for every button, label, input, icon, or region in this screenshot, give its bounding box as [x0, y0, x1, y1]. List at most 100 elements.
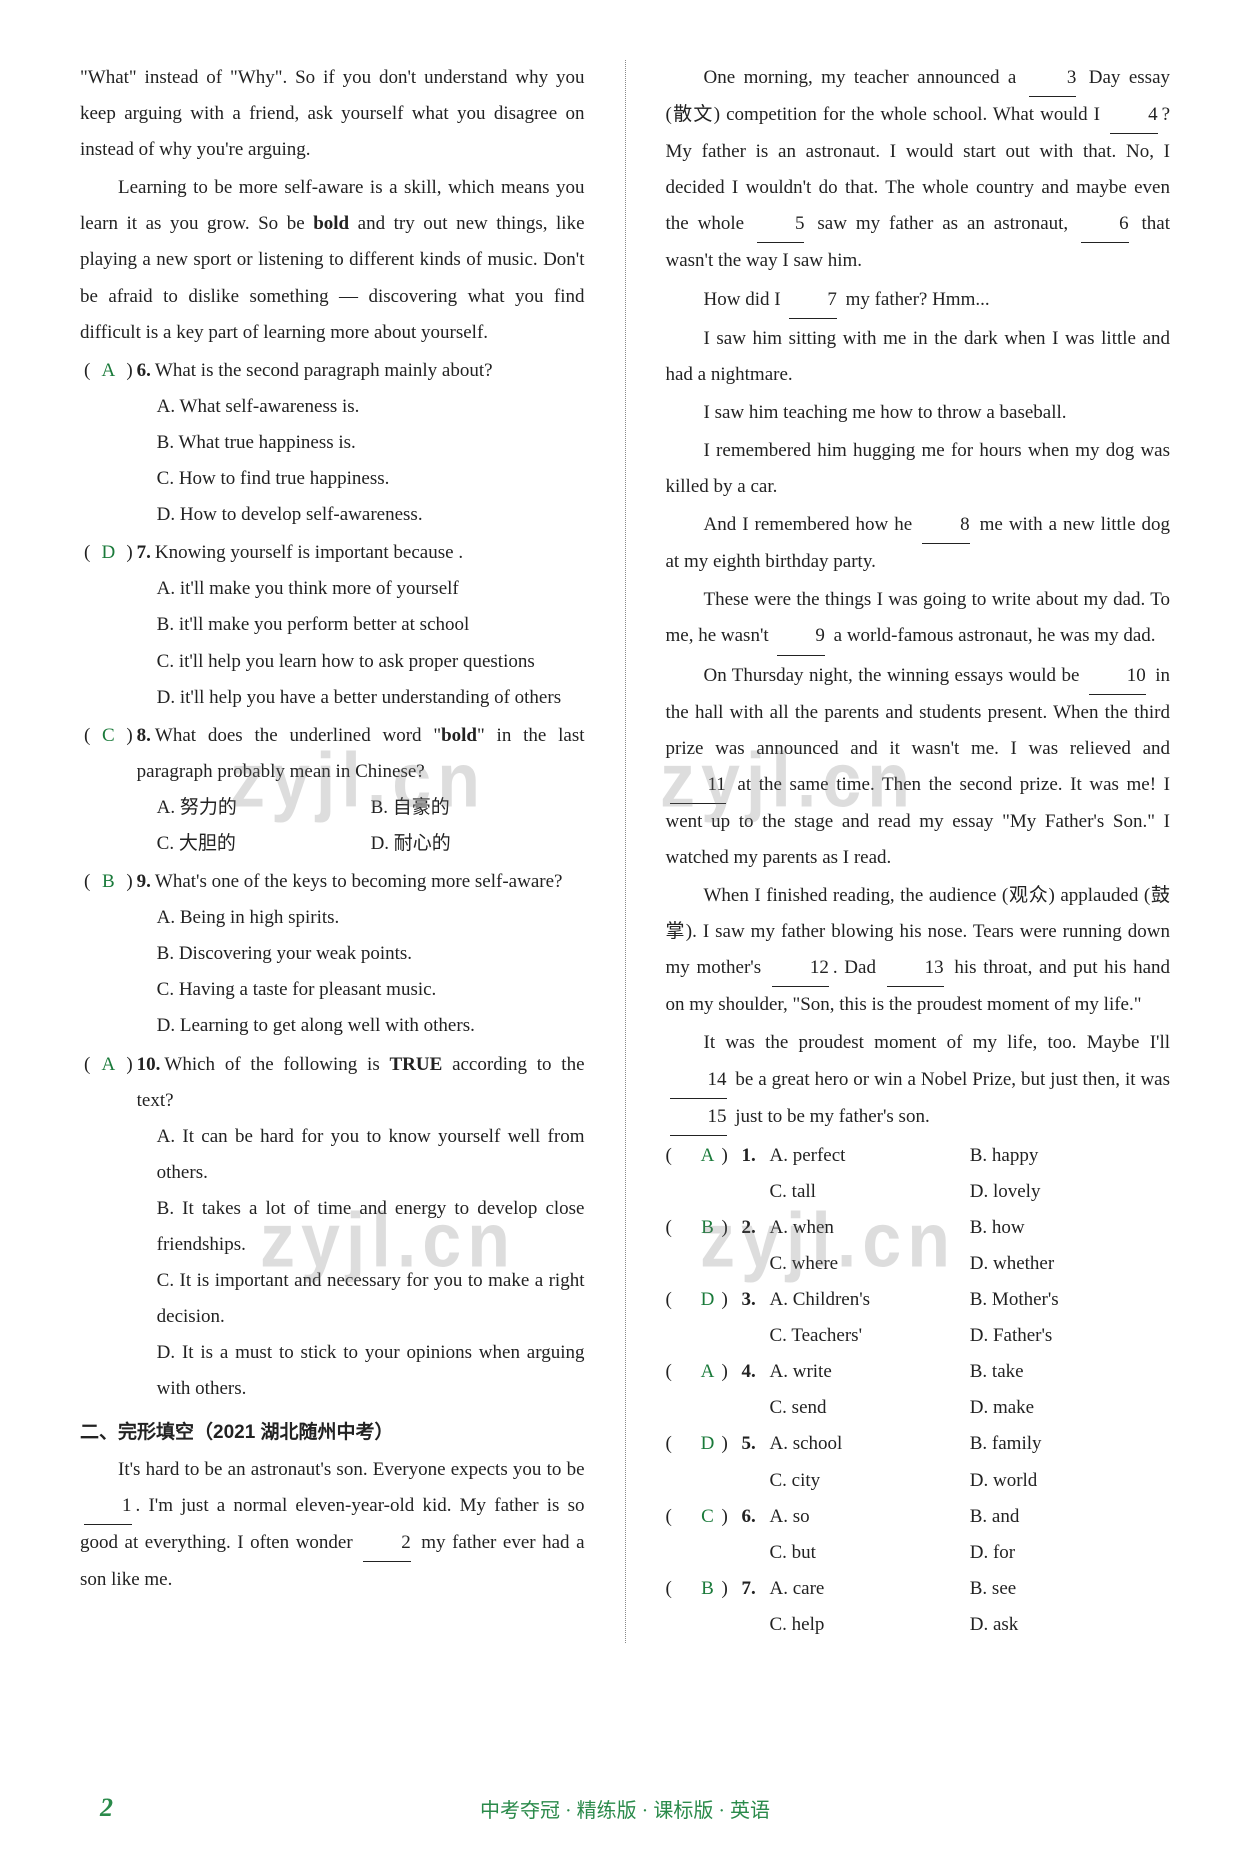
r-p1d: saw my father as an astronaut, [808, 213, 1077, 234]
page-footer: 中考夺冠 · 精练版 · 课标版 · 英语 [0, 1794, 1250, 1823]
paren-right: ) [722, 1210, 742, 1246]
paren-left: ( [666, 1282, 694, 1318]
cloze-2-D: D. whether [970, 1246, 1170, 1282]
blank-4: 4 [1110, 97, 1158, 134]
q10-C: C. It is important and necessary for you… [157, 1263, 585, 1335]
cloze-option-row-1: (A)1.A. perfectB. happy [666, 1138, 1171, 1174]
p2-bold: bold [313, 213, 349, 234]
cloze-1-A: A. perfect [770, 1138, 970, 1174]
q6-num: 6. [137, 360, 151, 381]
blank-1: 1 [84, 1488, 132, 1525]
cloze-option-row-3-cd: C. Teachers'D. Father's [666, 1318, 1171, 1354]
q8-D: D. 耐心的 [371, 826, 585, 862]
cloze-7-num: 7. [742, 1571, 770, 1607]
cloze-option-row-7-cd: C. helpD. ask [666, 1607, 1171, 1643]
blank-8: 8 [922, 507, 970, 544]
paren-left: ( [666, 1426, 694, 1462]
cloze-3-B: B. Mother's [970, 1282, 1170, 1318]
paren-right: ) [722, 1499, 742, 1535]
q7-B: B. it'll make you perform better at scho… [157, 607, 585, 643]
cloze-option-row-7: (B)7.A. careB. see [666, 1571, 1171, 1607]
q7-stem-b: . [458, 542, 463, 563]
blank-15: 15 [670, 1099, 727, 1136]
blank-14: 14 [670, 1062, 727, 1099]
cloze-6-num: 6. [742, 1499, 770, 1535]
cloze-2-num: 2. [742, 1210, 770, 1246]
cloze-3-C: C. Teachers' [770, 1318, 970, 1354]
q10-answer: A [94, 1047, 122, 1408]
r-p9b: . Dad [833, 957, 883, 978]
question-8: ( C ) 8.What does the underlined word "b… [80, 718, 585, 862]
q9-num: 9. [137, 871, 151, 892]
cloze-4-num: 4. [742, 1354, 770, 1390]
cloze-4-B: B. take [970, 1354, 1170, 1390]
cloze-option-row-6-cd: C. butD. for [666, 1535, 1171, 1571]
q7-stem-a: Knowing yourself is important because [155, 542, 458, 563]
cloze-option-row-4: (A)4.A. writeB. take [666, 1354, 1171, 1390]
reading-passage-continued: "What" instead of "Why". So if you don't… [80, 60, 585, 351]
q10-num: 10. [137, 1054, 161, 1075]
paren-left: ( [80, 353, 94, 533]
q7-A: A. it'll make you think more of yourself [157, 571, 585, 607]
r-p10a: It was the proudest moment of my life, t… [704, 1032, 1171, 1053]
q9-D: D. Learning to get along well with other… [157, 1008, 585, 1044]
q7-D: D. it'll help you have a better understa… [157, 680, 585, 716]
cloze-passage-body: One morning, my teacher announced a 3 Da… [666, 60, 1171, 1136]
r-p8c: at the same time. Then the second prize.… [666, 774, 1171, 868]
cloze-7-C: C. help [770, 1607, 970, 1643]
cloze-4-D: D. make [970, 1390, 1170, 1426]
cloze-1-B: B. happy [970, 1138, 1170, 1174]
r-p7b: a world-famous astronaut, he was my dad. [829, 625, 1156, 646]
paren-left: ( [666, 1138, 694, 1174]
cloze-7-D: D. ask [970, 1607, 1170, 1643]
cloze-3-D: D. Father's [970, 1318, 1170, 1354]
blank-9: 9 [777, 618, 825, 655]
paren-right: ) [722, 1282, 742, 1318]
cloze-2-C: C. where [770, 1246, 970, 1282]
blank-12: 12 [772, 950, 829, 987]
q9-answer: B [94, 864, 122, 1044]
cloze-5-answer: D [694, 1426, 722, 1462]
q7-answer: D [94, 535, 122, 715]
q10-D: D. It is a must to stick to your opinion… [157, 1335, 585, 1407]
q6-C: C. How to find true happiness. [157, 461, 585, 497]
blank-3: 3 [1029, 60, 1077, 97]
cloze-2-A: A. when [770, 1210, 970, 1246]
paren-right: ) [722, 1426, 742, 1462]
blank-5: 5 [757, 206, 805, 243]
q6-stem: What is the second paragraph mainly abou… [155, 360, 493, 381]
blank-10: 10 [1089, 658, 1146, 695]
q10-A: A. It can be hard for you to know yourse… [157, 1119, 585, 1191]
cloze-option-row-4-cd: C. sendD. make [666, 1390, 1171, 1426]
q8-C: C. 大胆的 [157, 826, 371, 862]
blank-2: 2 [363, 1525, 411, 1562]
cloze-5-D: D. world [970, 1463, 1170, 1499]
cloze-1-C: C. tall [770, 1174, 970, 1210]
cloze-7-answer: B [694, 1571, 722, 1607]
cloze-7-A: A. care [770, 1571, 970, 1607]
q10-stem-a: Which of the following is [164, 1054, 389, 1075]
q8-stem-a: What does the underlined word " [155, 725, 441, 746]
page-columns: "What" instead of "Why". So if you don't… [80, 60, 1170, 1643]
q10-bold: TRUE [390, 1054, 443, 1075]
paren-right: ) [722, 1571, 742, 1607]
q9-B: B. Discovering your weak points. [157, 936, 585, 972]
section-2-title: 二、完形填空（2021 湖北随州中考） [80, 1415, 585, 1451]
cloze-option-row-5-cd: C. cityD. world [666, 1463, 1171, 1499]
cloze-passage-start: It's hard to be an astronaut's son. Ever… [80, 1452, 585, 1598]
cloze-option-row-6: (C)6.A. soB. and [666, 1499, 1171, 1535]
right-column: One morning, my teacher announced a 3 Da… [666, 60, 1171, 1643]
blank-7: 7 [789, 282, 837, 319]
cloze-5-num: 5. [742, 1426, 770, 1462]
cloze-5-B: B. family [970, 1426, 1170, 1462]
q6-B: B. What true happiness is. [157, 425, 585, 461]
cloze-p1-a: It's hard to be an astronaut's son. Ever… [118, 1459, 585, 1480]
q9-C: C. Having a taste for pleasant music. [157, 972, 585, 1008]
r-p3: I saw him sitting with me in the dark wh… [666, 321, 1171, 393]
q6-answer: A [94, 353, 122, 533]
q8-num: 8. [137, 725, 151, 746]
r-p10b: be a great hero or win a Nobel Prize, bu… [731, 1069, 1171, 1090]
cloze-6-answer: C [694, 1499, 722, 1535]
cloze-2-B: B. how [970, 1210, 1170, 1246]
q10-B: B. It takes a lot of time and energy to … [157, 1191, 585, 1263]
